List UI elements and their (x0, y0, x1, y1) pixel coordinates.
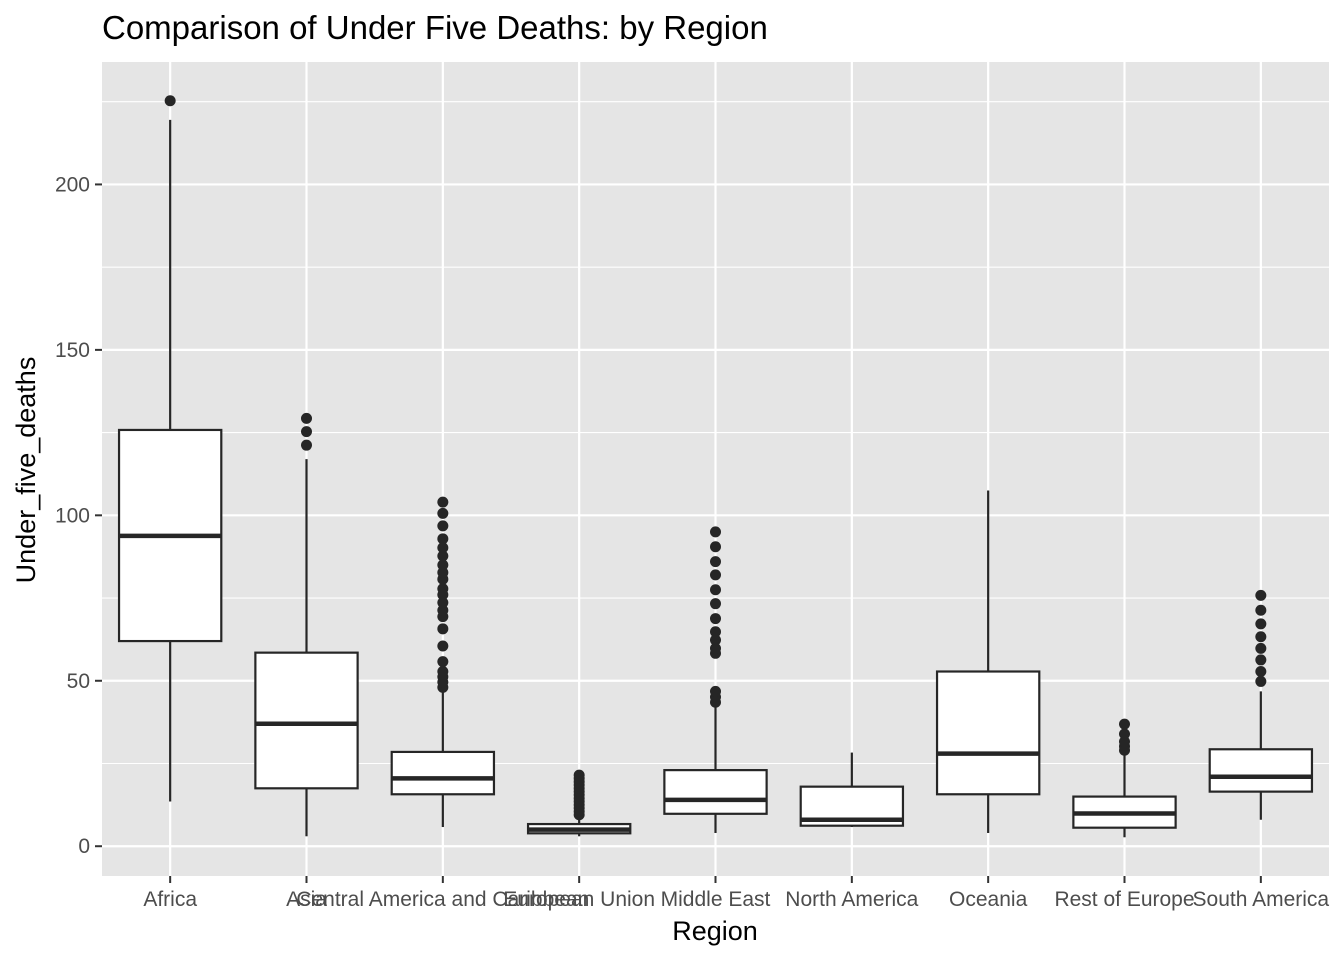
outlier-point (710, 584, 721, 596)
x-tick-label: Africa (143, 888, 197, 911)
box-south-america (1208, 589, 1314, 820)
outlier-point (710, 613, 721, 625)
iqr-box (390, 750, 496, 796)
outlier-point (301, 412, 312, 424)
x-tick-label: South America (1193, 888, 1330, 911)
y-tick-label: 100 (55, 504, 90, 527)
chart-title: Comparison of Under Five Deaths: by Regi… (102, 9, 768, 46)
x-tick-label: Asia (286, 888, 327, 911)
outlier-point (710, 685, 721, 697)
outlier-point (1119, 718, 1130, 730)
outlier-point (1255, 642, 1267, 654)
y-tick-label: 150 (55, 339, 90, 362)
outlier-point (710, 569, 721, 581)
box-central-america-and-caribbean (390, 496, 496, 828)
box-european-union (526, 769, 632, 837)
outlier-point (1255, 618, 1267, 630)
box-north-america (799, 752, 905, 828)
outlier-point (1255, 675, 1267, 687)
outlier-point (710, 526, 721, 538)
box-middle-east (663, 526, 768, 833)
box-oceania (935, 490, 1041, 833)
outlier-point (437, 656, 449, 668)
outlier-point (1119, 728, 1130, 740)
outlier-point (437, 640, 449, 652)
x-tick-label: Oceania (949, 888, 1028, 911)
outlier-point (301, 426, 312, 438)
outlier-point (1255, 631, 1267, 643)
outlier-point (164, 95, 176, 107)
outlier-point (1255, 604, 1267, 616)
x-tick-label: European Union (503, 888, 655, 911)
outlier-point (437, 597, 449, 609)
x-axis-title: Region (672, 916, 758, 946)
outlier-point (1255, 654, 1267, 666)
outlier-point (710, 642, 721, 654)
iqr-box (663, 769, 768, 815)
outlier-point (437, 507, 449, 519)
outlier-point (710, 634, 721, 646)
outlier-point (437, 542, 449, 554)
outlier-point (437, 533, 449, 545)
outlier-point (710, 626, 721, 638)
outlier-point (1255, 589, 1267, 601)
box-africa (117, 95, 223, 802)
outlier-point (437, 623, 449, 635)
x-tick-label: North America (785, 888, 918, 911)
outlier-point (437, 567, 449, 579)
outlier-point (1255, 666, 1267, 678)
iqr-box (1208, 748, 1314, 793)
outlier-point (437, 666, 449, 678)
outlier-point (437, 604, 449, 616)
outlier-point (437, 520, 449, 532)
x-tick-label: Central America and Caribbean (296, 888, 589, 911)
outlier-point (710, 556, 721, 568)
y-tick-label: 0 (78, 835, 90, 858)
x-tick-label: Rest of Europe (1054, 888, 1194, 911)
outlier-point (710, 541, 721, 553)
outlier-point (437, 496, 449, 508)
y-axis-title: Under_five_deaths (11, 357, 41, 584)
y-axis: 0 50 100 150 200 (55, 173, 102, 858)
outlier-point (710, 598, 721, 610)
y-tick-label: 50 (67, 670, 90, 693)
box-asia (254, 412, 359, 837)
outlier-point (301, 439, 312, 451)
x-tick-label: Middle East (661, 888, 771, 911)
outlier-point (437, 559, 449, 571)
box-rest-of-europe (1072, 718, 1177, 838)
outlier-point (437, 583, 449, 595)
iqr-box (254, 651, 359, 790)
outlier-point (437, 550, 449, 562)
outlier-point (1119, 736, 1130, 748)
boxplot-series (117, 95, 1314, 838)
outlier-point (573, 769, 585, 781)
iqr-box (935, 670, 1041, 796)
y-tick-label: 200 (55, 173, 90, 196)
